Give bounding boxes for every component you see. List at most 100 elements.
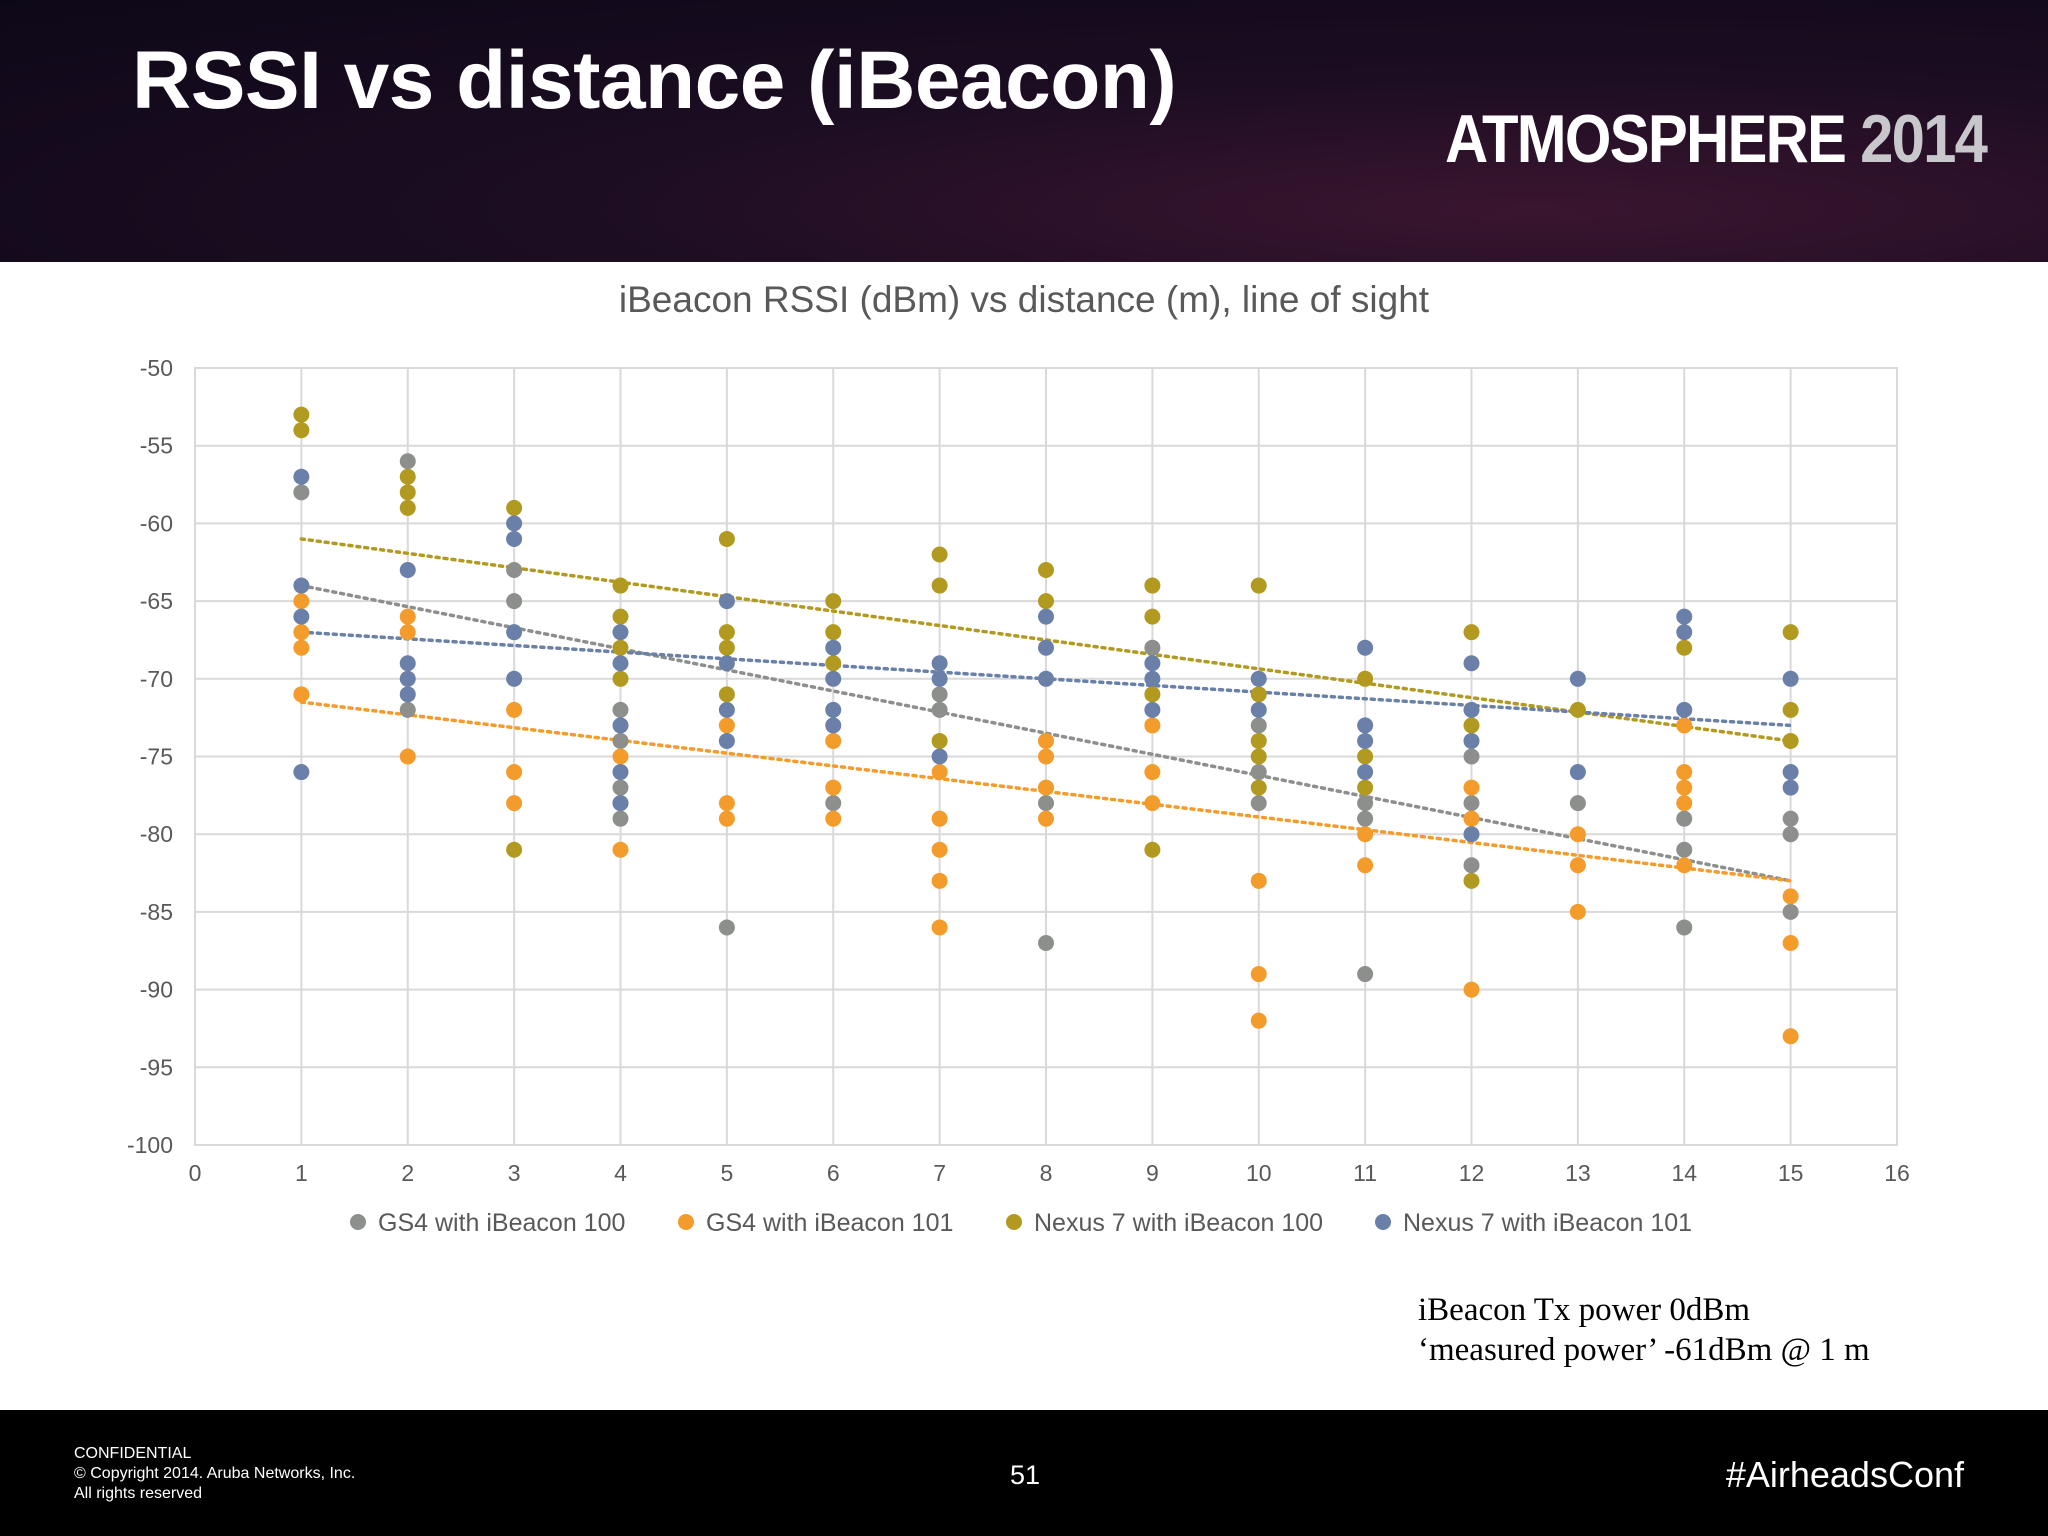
data-point: [1144, 608, 1161, 625]
data-point: [293, 624, 310, 641]
data-point: [506, 795, 523, 812]
data-point: [1676, 701, 1693, 718]
data-point: [612, 655, 629, 672]
logo-word: ATMOSPHERE: [1445, 101, 1847, 177]
data-point: [1782, 779, 1799, 796]
data-point: [1463, 981, 1480, 998]
data-point: [1676, 608, 1693, 625]
data-point: [931, 919, 948, 936]
data-point: [1357, 857, 1374, 874]
data-point: [612, 779, 629, 796]
data-point: [506, 515, 523, 532]
data-point: [1463, 717, 1480, 734]
data-point: [612, 764, 629, 781]
data-point: [293, 764, 310, 781]
footer-legal-line: All rights reserved: [74, 1485, 203, 1502]
data-point: [1569, 670, 1586, 687]
y-tick-label: -95: [140, 1054, 173, 1080]
data-point: [1676, 779, 1693, 796]
legend-label: Nexus 7 with iBeacon 100: [1034, 1209, 1323, 1237]
data-point: [1676, 841, 1693, 858]
data-point: [1463, 857, 1480, 874]
data-point: [1144, 686, 1161, 703]
data-point: [718, 795, 735, 812]
data-point: [931, 841, 948, 858]
data-point: [399, 484, 416, 501]
legend-marker: [678, 1214, 694, 1230]
x-tick-label: 12: [1459, 1160, 1485, 1186]
data-point: [825, 670, 842, 687]
data-point: [825, 593, 842, 610]
data-point: [1782, 903, 1799, 920]
slide-header: RSSI vs distance (iBeacon) ATMOSPHERE 20…: [0, 0, 2048, 262]
data-point: [718, 686, 735, 703]
data-point: [1569, 826, 1586, 843]
data-point: [612, 795, 629, 812]
data-point: [1357, 639, 1374, 656]
data-point: [1676, 810, 1693, 827]
data-point: [931, 872, 948, 889]
data-point: [1038, 779, 1054, 796]
data-point: [825, 624, 842, 641]
data-point: [1144, 841, 1161, 858]
data-point: [1782, 764, 1799, 781]
data-point: [293, 593, 310, 610]
data-point: [293, 577, 310, 594]
data-point: [931, 764, 948, 781]
data-point: [931, 810, 948, 827]
data-point: [399, 701, 416, 718]
data-point: [1357, 966, 1374, 983]
x-tick-label: 3: [508, 1160, 521, 1186]
data-point: [1463, 748, 1480, 765]
legend-marker: [1006, 1214, 1022, 1230]
plot-border: [194, 367, 1898, 1146]
chart-title: iBeacon RSSI (dBm) vs distance (m), line…: [619, 279, 1430, 320]
data-point: [1357, 717, 1374, 734]
data-point: [1250, 686, 1267, 703]
data-point: [1250, 717, 1267, 734]
data-point: [1463, 624, 1480, 641]
data-point: [1569, 701, 1586, 718]
data-point: [718, 593, 735, 610]
x-tick-label: 16: [1884, 1160, 1910, 1186]
data-point: [1038, 562, 1054, 579]
data-point: [1676, 795, 1693, 812]
data-point: [399, 562, 416, 579]
x-tick-label: 6: [827, 1160, 840, 1186]
data-point: [1569, 857, 1586, 874]
data-point: [1782, 732, 1799, 749]
data-point: [718, 701, 735, 718]
data-point: [399, 468, 416, 485]
data-point: [1782, 826, 1799, 843]
data-point: [293, 639, 310, 656]
data-points: [293, 406, 1799, 1045]
data-point: [1357, 779, 1374, 796]
data-point: [931, 732, 948, 749]
data-point: [931, 546, 948, 563]
data-point: [718, 919, 735, 936]
data-point: [1463, 701, 1480, 718]
x-tick-label: 14: [1671, 1160, 1697, 1186]
y-tick-label: -65: [140, 588, 173, 614]
data-point: [1250, 732, 1267, 749]
data-point: [718, 717, 735, 734]
conference-hashtag: #AirheadsConf: [1725, 1454, 1964, 1495]
data-point: [1782, 1028, 1799, 1045]
data-point: [612, 841, 629, 858]
data-point: [1676, 857, 1693, 874]
data-point: [1357, 670, 1374, 687]
data-point: [1038, 670, 1054, 687]
data-point: [1038, 593, 1054, 610]
data-point: [931, 701, 948, 718]
chart-legend: GS4 with iBeacon 100 GS4 with iBeacon 101…: [350, 1209, 1692, 1237]
legend-label: GS4 with iBeacon 101: [706, 1209, 953, 1237]
data-point: [506, 593, 523, 610]
data-point: [1144, 764, 1161, 781]
data-point: [399, 453, 416, 470]
data-point: [1357, 795, 1374, 812]
data-point: [718, 530, 735, 547]
data-point: [1676, 919, 1693, 936]
data-point: [1038, 608, 1054, 625]
data-point: [1144, 577, 1161, 594]
data-point: [825, 810, 842, 827]
